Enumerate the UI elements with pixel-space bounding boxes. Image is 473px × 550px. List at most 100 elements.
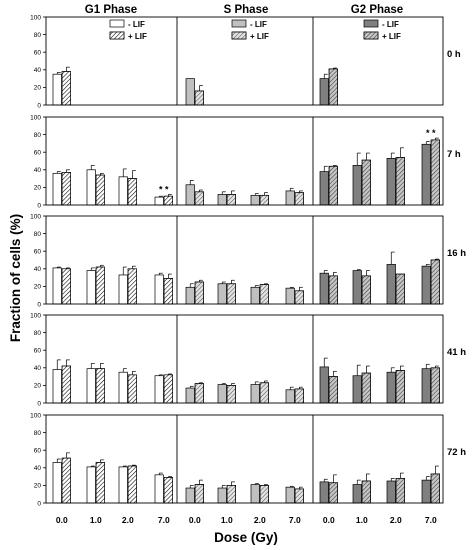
y-tick-label: 100 bbox=[30, 312, 41, 319]
bar-minus-lif bbox=[285, 287, 295, 305]
bar-hatch-overlay bbox=[361, 372, 371, 404]
bar-hatch-overlay bbox=[127, 268, 137, 305]
panel-row-3: 0 20 40 60 80 100 41 h bbox=[30, 312, 466, 407]
bar-hatch-overlay bbox=[395, 273, 405, 305]
y-tick-label: 20 bbox=[34, 383, 42, 390]
y-tick-label: 100 bbox=[30, 412, 41, 419]
y-tick-label: 40 bbox=[34, 167, 42, 174]
bar-hatch-overlay bbox=[259, 382, 269, 404]
bar-minus-lif bbox=[386, 480, 396, 504]
y-tick-label: 0 bbox=[37, 102, 41, 109]
panel-rows: 0 20 40 60 80 100 0 h 0 20 40 60 80 100 * * * * 7 h 0 20 4… bbox=[30, 14, 466, 507]
y-tick-label: 60 bbox=[34, 348, 42, 355]
y-tick-label: 40 bbox=[34, 365, 42, 372]
bar-minus-lif bbox=[52, 172, 62, 206]
y-tick-label: 0 bbox=[37, 202, 41, 209]
significance-stars: * * bbox=[159, 184, 169, 194]
bar-hatch-overlay bbox=[127, 465, 137, 504]
bar-hatch-overlay bbox=[430, 259, 440, 305]
time-label: 72 h bbox=[447, 447, 466, 458]
bar-hatch-overlay bbox=[259, 194, 269, 206]
bar-hatch-overlay bbox=[328, 68, 338, 106]
bar-minus-lif bbox=[118, 371, 128, 404]
bar-hatch-overlay bbox=[294, 388, 304, 404]
x-tick-label: 7.0 bbox=[158, 515, 170, 525]
bar-minus-lif bbox=[319, 272, 329, 305]
y-tick-label: 100 bbox=[30, 114, 41, 121]
bar-hatch-overlay bbox=[259, 485, 269, 504]
bar-minus-lif bbox=[386, 371, 396, 404]
bar-hatch-overlay bbox=[361, 275, 371, 305]
legend-label: + LIF bbox=[250, 32, 269, 41]
x-tick-labels: 0.0 1.0 2.0 7.0 0.0 1.0 2.0 7.0 0.0 1.0 2.0 7.0 bbox=[56, 515, 437, 525]
bar-minus-lif bbox=[352, 484, 362, 504]
bar-minus-lif bbox=[217, 194, 227, 206]
bar-hatch-overlay bbox=[95, 462, 105, 504]
x-tick-label: 7.0 bbox=[289, 515, 301, 525]
bar-hatch-overlay bbox=[430, 139, 440, 206]
bar-minus-lif bbox=[250, 286, 260, 305]
bar-minus-lif bbox=[285, 486, 295, 504]
y-tick-label: 0 bbox=[37, 301, 41, 308]
bar-minus-lif bbox=[352, 270, 362, 305]
legend-swatch bbox=[109, 19, 125, 28]
legend-label: + LIF bbox=[382, 32, 401, 41]
time-label: 7 h bbox=[447, 149, 461, 160]
y-tick-label: 60 bbox=[34, 249, 42, 256]
bar-hatch-overlay bbox=[61, 172, 71, 206]
bar-minus-lif bbox=[118, 466, 128, 504]
bar-hatch-overlay bbox=[328, 482, 338, 504]
bar-minus-lif bbox=[118, 274, 128, 305]
y-tick-label: 40 bbox=[34, 266, 42, 273]
bar-hatch-overlay bbox=[361, 159, 371, 206]
x-tick-label: 0.0 bbox=[56, 515, 68, 525]
bar-hatch-overlay bbox=[194, 484, 204, 504]
bar-hatch-overlay bbox=[194, 281, 204, 305]
bar-minus-lif bbox=[421, 143, 431, 206]
bar-minus-lif bbox=[86, 466, 96, 504]
y-tick-label: 20 bbox=[34, 284, 42, 291]
bar-hatch-overlay bbox=[395, 157, 405, 206]
bar-hatch-overlay bbox=[226, 194, 236, 206]
y-tick-label: 20 bbox=[34, 85, 42, 92]
bar-minus-lif bbox=[52, 267, 62, 305]
y-tick-label: 20 bbox=[34, 483, 42, 490]
bar-minus-lif bbox=[352, 165, 362, 206]
bar-minus-lif bbox=[185, 387, 195, 404]
bar-minus-lif bbox=[154, 274, 164, 305]
bar-hatch-overlay bbox=[95, 266, 105, 305]
time-label: 41 h bbox=[447, 347, 466, 358]
bar-hatch-overlay bbox=[395, 478, 405, 504]
bar-hatch-overlay bbox=[226, 283, 236, 305]
legends: - LIF + LIF - LIF + LIF - LIF + LIF bbox=[109, 19, 401, 41]
x-tick-label: 2.0 bbox=[122, 515, 134, 525]
bar-hatch-overlay bbox=[328, 376, 338, 404]
legend-swatch bbox=[231, 19, 247, 28]
y-tick-label: 60 bbox=[34, 50, 42, 57]
bar-minus-lif bbox=[185, 78, 195, 106]
bar-hatch-overlay bbox=[294, 488, 304, 504]
y-tick-label: 0 bbox=[37, 400, 41, 407]
bar-hatch-overlay bbox=[163, 195, 173, 206]
y-tick-label: 0 bbox=[37, 500, 41, 507]
bar-hatch-overlay bbox=[61, 365, 71, 404]
bar-hatch-overlay bbox=[61, 71, 71, 106]
panel-frame bbox=[45, 116, 444, 206]
y-tick-label: 80 bbox=[34, 132, 42, 139]
bar-hatch-overlay bbox=[61, 457, 71, 504]
bar-hatch-overlay bbox=[95, 174, 105, 206]
x-tick-label: 2.0 bbox=[390, 515, 402, 525]
y-tick-label: 80 bbox=[34, 430, 42, 437]
bar-minus-lif bbox=[154, 474, 164, 504]
legend-hatch bbox=[363, 31, 379, 40]
y-tick-label: 20 bbox=[34, 185, 42, 192]
bar-minus-lif bbox=[250, 484, 260, 504]
bar-hatch-overlay bbox=[430, 367, 440, 404]
panel-frame bbox=[45, 16, 444, 106]
bar-minus-lif bbox=[319, 481, 329, 504]
bar-minus-lif bbox=[421, 265, 431, 305]
bar-minus-lif bbox=[185, 487, 195, 504]
bar-hatch-overlay bbox=[95, 368, 105, 404]
bar-hatch-overlay bbox=[430, 473, 440, 504]
